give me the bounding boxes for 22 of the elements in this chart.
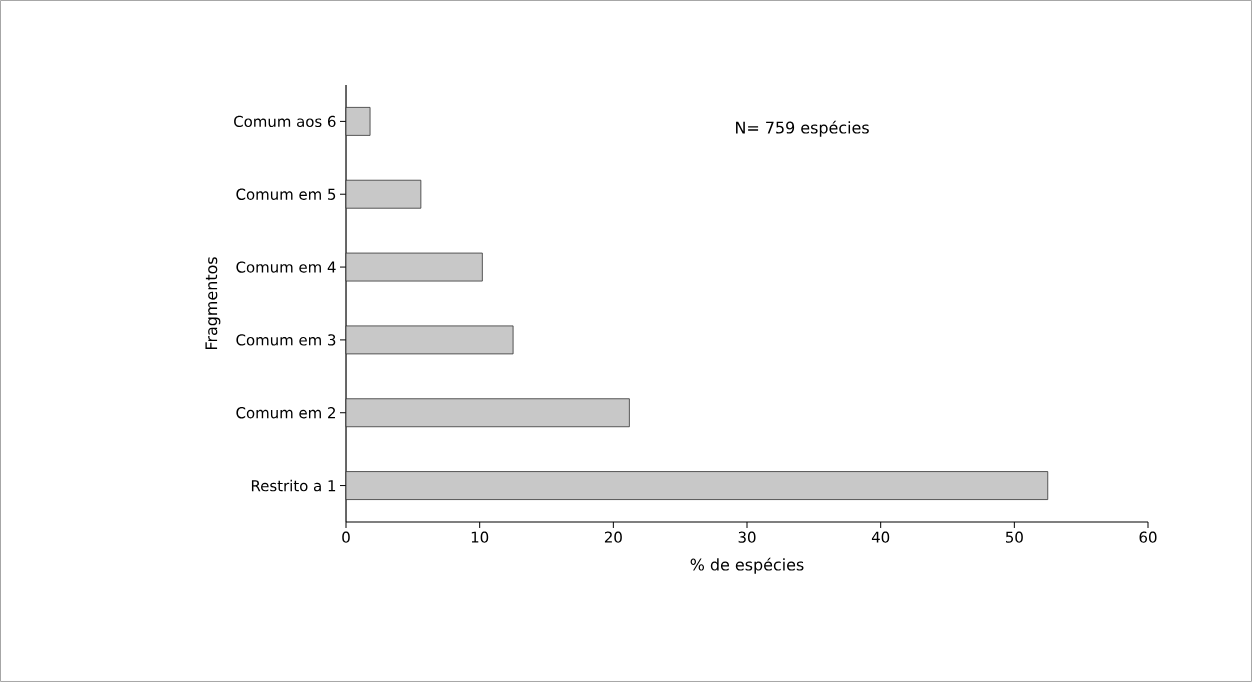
x-tick-label: 60 — [1139, 531, 1157, 543]
bar — [345, 471, 1049, 500]
bar — [345, 325, 514, 355]
bar — [345, 398, 630, 428]
x-tick-label: 10 — [471, 531, 489, 543]
x-tick-label: 0 — [342, 531, 350, 543]
y-tick-label: Comum aos 6 — [234, 115, 336, 128]
x-tick-label: 40 — [871, 531, 890, 543]
bar — [345, 107, 371, 136]
y-tick-label: Restrito a 1 — [251, 479, 336, 492]
y-tick-label: Comum em 2 — [236, 407, 335, 419]
x-tick-label: 20 — [604, 531, 622, 543]
y-tick-label: Comum em 4 — [236, 261, 336, 273]
bar — [345, 252, 483, 282]
x-tick-label: 50 — [1005, 531, 1023, 543]
y-axis-title: Fragmentos — [205, 257, 221, 350]
x-tick-label: 30 — [738, 531, 756, 543]
x-axis-title: % de espécies — [690, 557, 804, 574]
y-tick-label: Comum em 3 — [236, 334, 336, 346]
bar — [345, 179, 422, 209]
y-tick-label: Comum em 5 — [236, 188, 336, 200]
annotation: N= 759 espécies — [736, 120, 869, 137]
